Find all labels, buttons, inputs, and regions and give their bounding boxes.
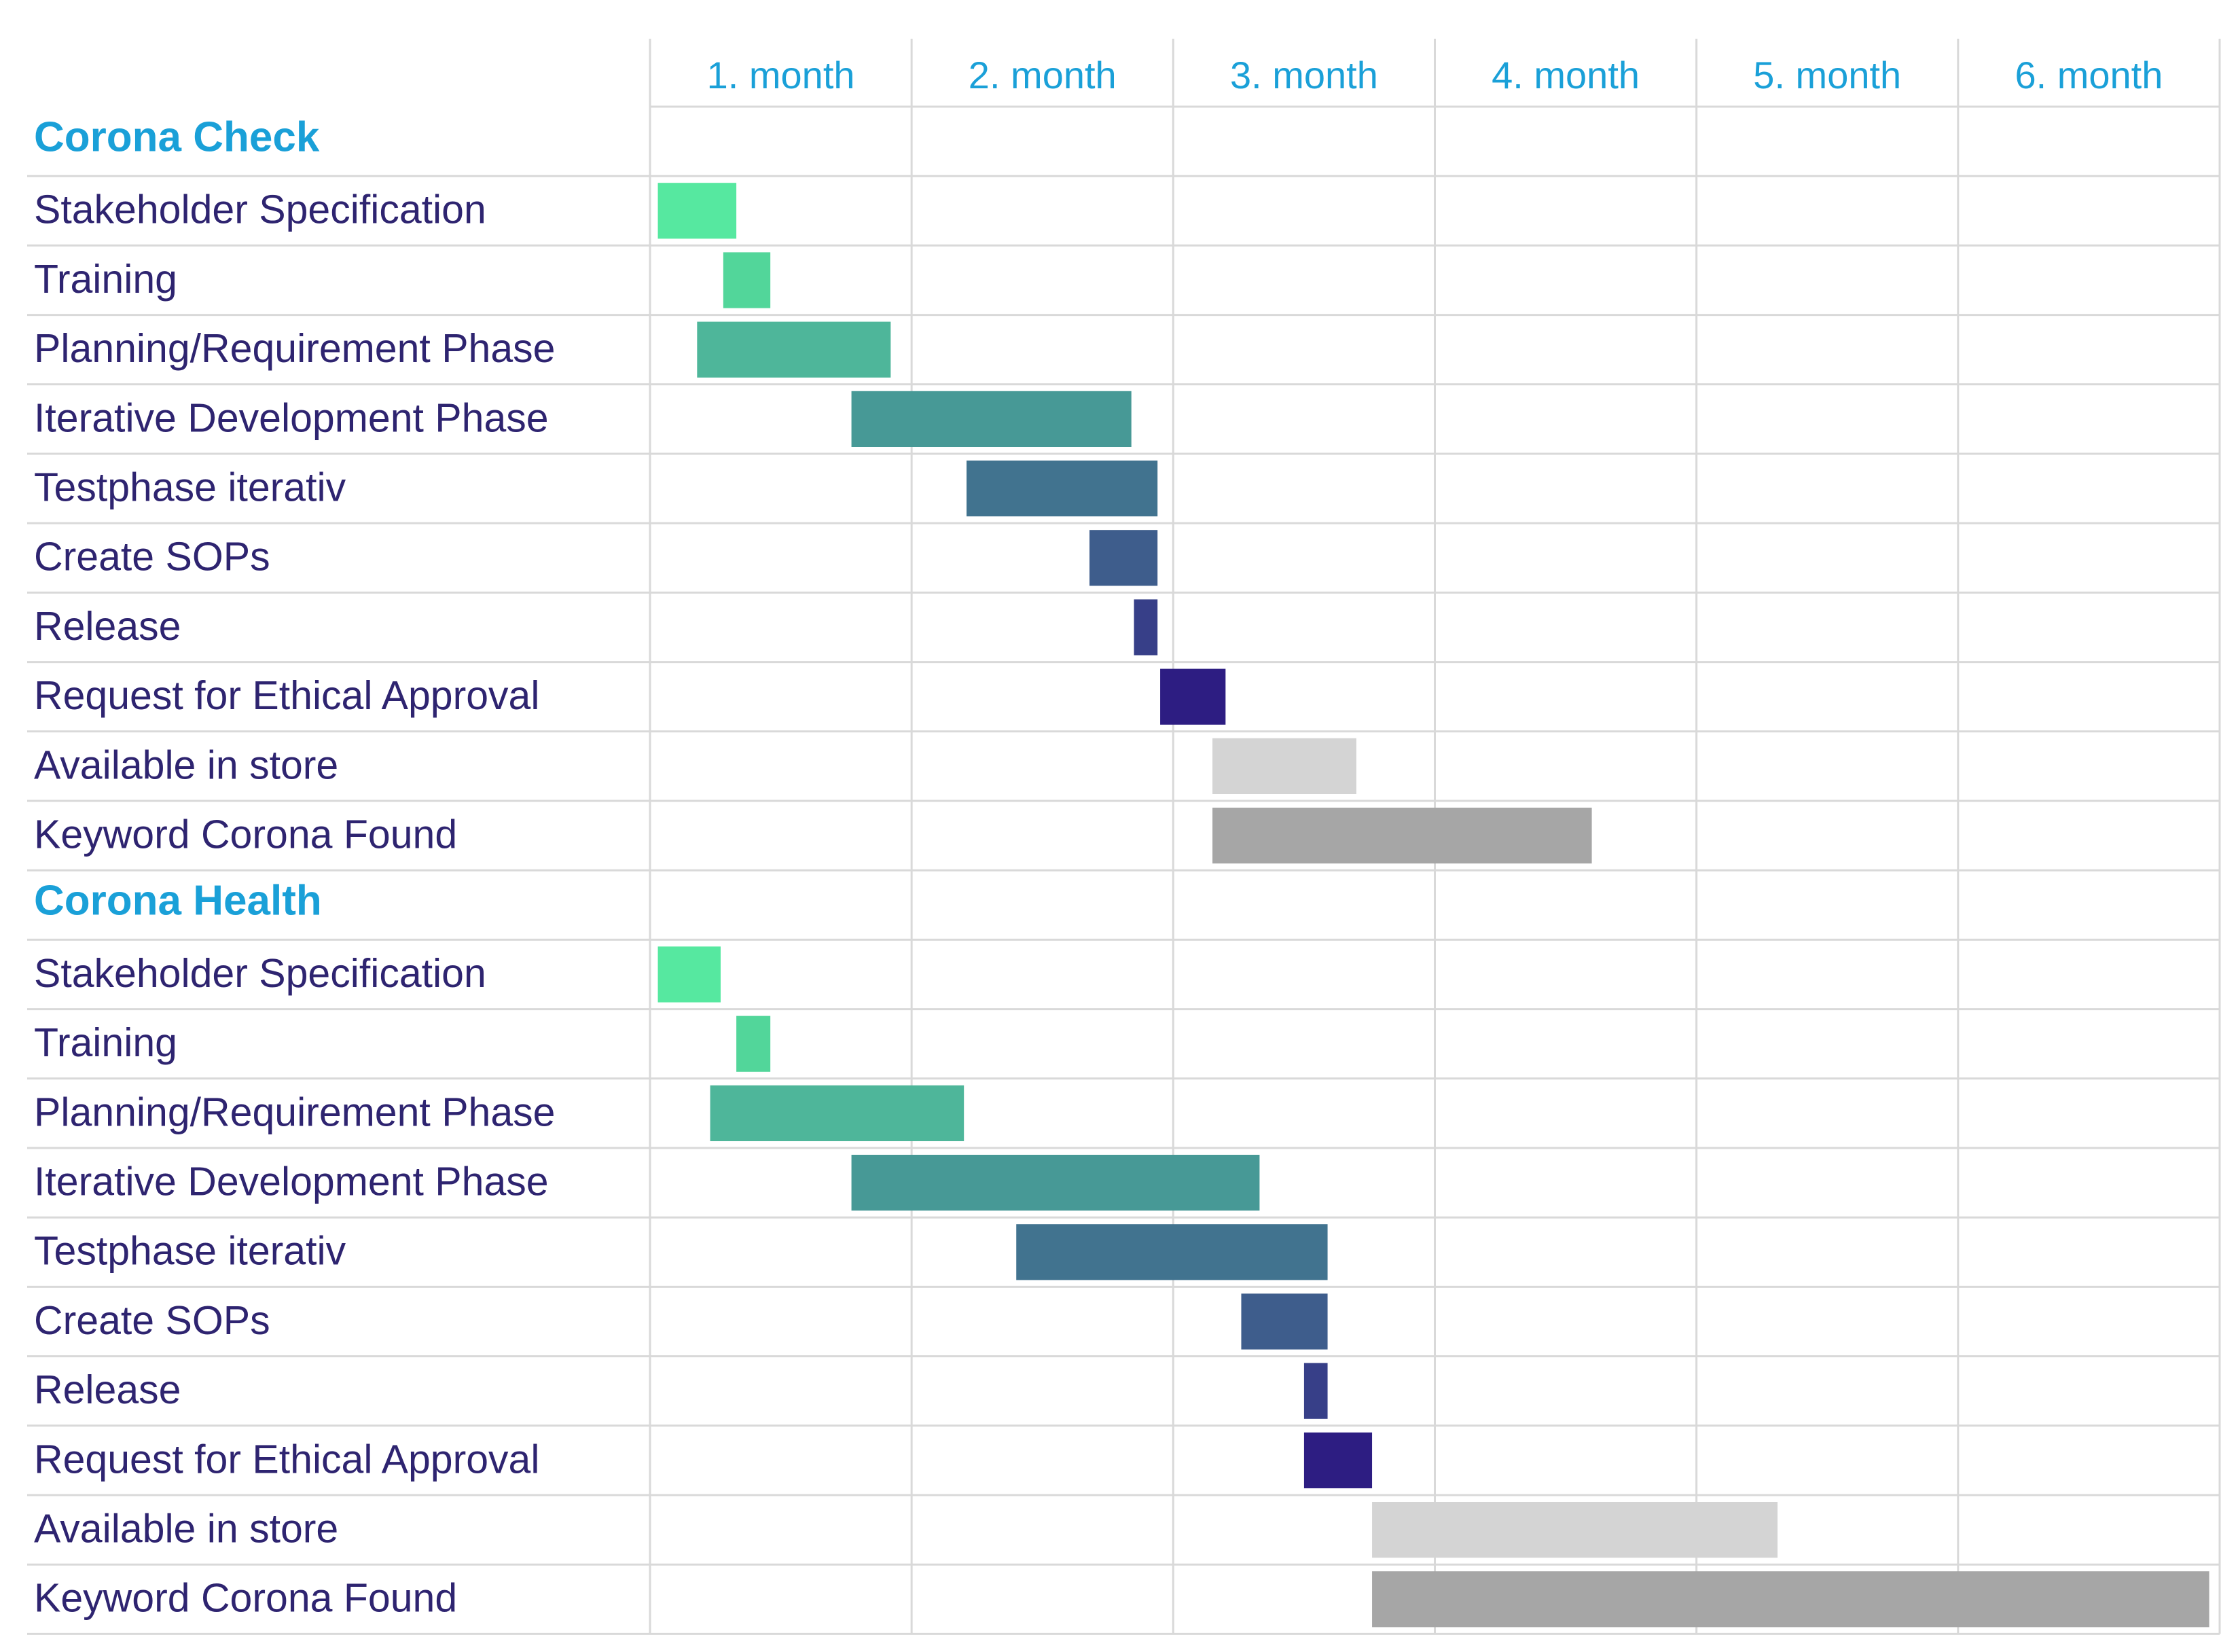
task-bar (1303, 1363, 1328, 1419)
month-label: 6. month (2015, 54, 2163, 96)
task-label: Create SOPs (34, 535, 270, 579)
task-bar (1212, 738, 1356, 794)
month-label: 4. month (1492, 54, 1640, 96)
grid-lines (27, 39, 2221, 1635)
task-bar (1303, 1432, 1373, 1488)
task-label: Testphase iterativ (34, 1229, 346, 1274)
task-label: Request for Ethical Approval (34, 1437, 539, 1482)
task-label: Training (34, 257, 177, 302)
task-label: Request for Ethical Approval (34, 673, 539, 718)
task-label: Stakeholder Specification (34, 951, 486, 996)
task-label: Iterative Development Phase (34, 395, 549, 440)
month-label: 5. month (1753, 54, 1901, 96)
task-label: Release (34, 604, 181, 649)
task-label: Training (34, 1020, 177, 1065)
task-bar (851, 1155, 1260, 1211)
task-label: Keyword Corona Found (34, 1576, 457, 1621)
task-label: Create SOPs (34, 1298, 270, 1343)
task-bar (1212, 808, 1592, 864)
task-bar (657, 183, 737, 239)
task-label: Release (34, 1367, 181, 1412)
task-bar (657, 946, 721, 1003)
month-label: 1. month (707, 54, 855, 96)
task-bar (967, 461, 1158, 517)
task-label: Planning/Requirement Phase (34, 326, 556, 371)
task-bar (1160, 668, 1226, 725)
task-bar (1372, 1571, 2209, 1628)
task-label: Planning/Requirement Phase (34, 1090, 556, 1134)
task-bar (1016, 1224, 1328, 1280)
task-label: Available in store (34, 1506, 338, 1551)
task-bar (723, 252, 771, 308)
task-label: Available in store (34, 742, 338, 787)
task-bar (1089, 530, 1158, 586)
task-label: Keyword Corona Found (34, 812, 457, 857)
task-bar (851, 391, 1132, 447)
task-bar (1241, 1293, 1328, 1350)
task-bar (710, 1085, 964, 1141)
labels: 1. month 2. month 3. month 4. month 5. month… (34, 54, 2163, 1621)
group-label: Corona Health (34, 878, 322, 924)
group-label: Corona Check (34, 113, 320, 160)
task-bar (1372, 1502, 1778, 1558)
month-label: 3. month (1230, 54, 1378, 96)
task-bars (657, 183, 2209, 1628)
task-label: Stakeholder Specification (34, 187, 486, 232)
task-bar (736, 1016, 771, 1072)
task-label: Iterative Development Phase (34, 1159, 549, 1204)
month-label: 2. month (969, 54, 1117, 96)
task-bar (1134, 599, 1158, 656)
task-bar (697, 321, 891, 378)
task-label: Testphase iterativ (34, 465, 346, 509)
